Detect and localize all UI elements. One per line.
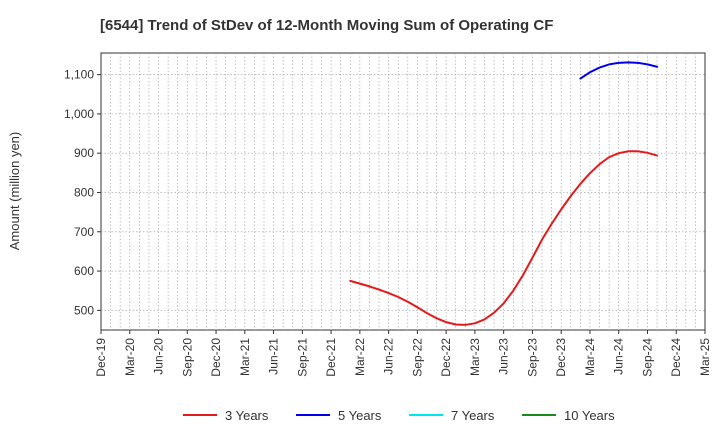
y-axis-label: Amount (million yen) [7,132,22,251]
x-tick-label: Mar-25 [698,338,712,376]
x-tick-label: Mar-23 [468,338,482,376]
legend-label: 5 Years [338,408,382,423]
y-tick-label: 700 [74,225,94,239]
x-tick-label: Dec-23 [554,338,568,377]
legend-label: 10 Years [564,408,615,423]
x-tick-label: Jun-21 [267,338,281,375]
x-tick-label: Sep-20 [180,338,194,377]
x-tick-label: Dec-19 [94,338,108,377]
y-tick-label: 800 [74,185,94,199]
y-tick-label: 900 [74,146,94,160]
plot-area [100,52,706,331]
x-tick-label: Sep-23 [525,338,539,377]
y-tick-label: 1,100 [64,68,94,82]
x-tick-label: Mar-22 [353,338,367,376]
y-tick-label: 500 [74,303,94,317]
series-lines [349,61,659,326]
x-axis: Dec-19 Mar-20 Jun-20 Sep-20 Dec-20 Mar-21 Jun-… [94,330,712,377]
legend-label: 3 Years [225,408,269,423]
y-axis: 500 600 700 800 900 1,000 1,100 [64,68,101,317]
chart-title: [6544] Trend of StDev of 12-Month Moving… [100,17,553,34]
x-tick-label: Dec-20 [209,338,223,377]
y-tick-label: 1,000 [64,107,94,121]
x-tick-label: Mar-21 [238,338,252,376]
x-tick-label: Dec-21 [324,338,338,377]
grid [101,53,705,330]
x-tick-label: Mar-20 [123,338,137,376]
x-tick-label: Jun-24 [612,338,626,375]
x-tick-label: Dec-22 [439,338,453,377]
x-tick-label: Mar-24 [583,338,597,376]
x-tick-label: Dec-24 [669,338,683,377]
x-tick-label: Jun-22 [382,338,396,375]
y-tick-label: 600 [74,264,94,278]
x-tick-label: Sep-24 [640,338,654,377]
x-tick-label: Jun-23 [497,338,511,375]
legend: 3 Years 5 Years 7 Years 10 Years [183,408,615,423]
legend-label: 7 Years [451,408,495,423]
x-tick-label: Jun-20 [152,338,166,375]
x-tick-label: Sep-22 [410,338,424,377]
series-line-5-years [579,61,659,80]
series-line-3-years [349,150,659,326]
x-tick-label: Sep-21 [295,338,309,377]
